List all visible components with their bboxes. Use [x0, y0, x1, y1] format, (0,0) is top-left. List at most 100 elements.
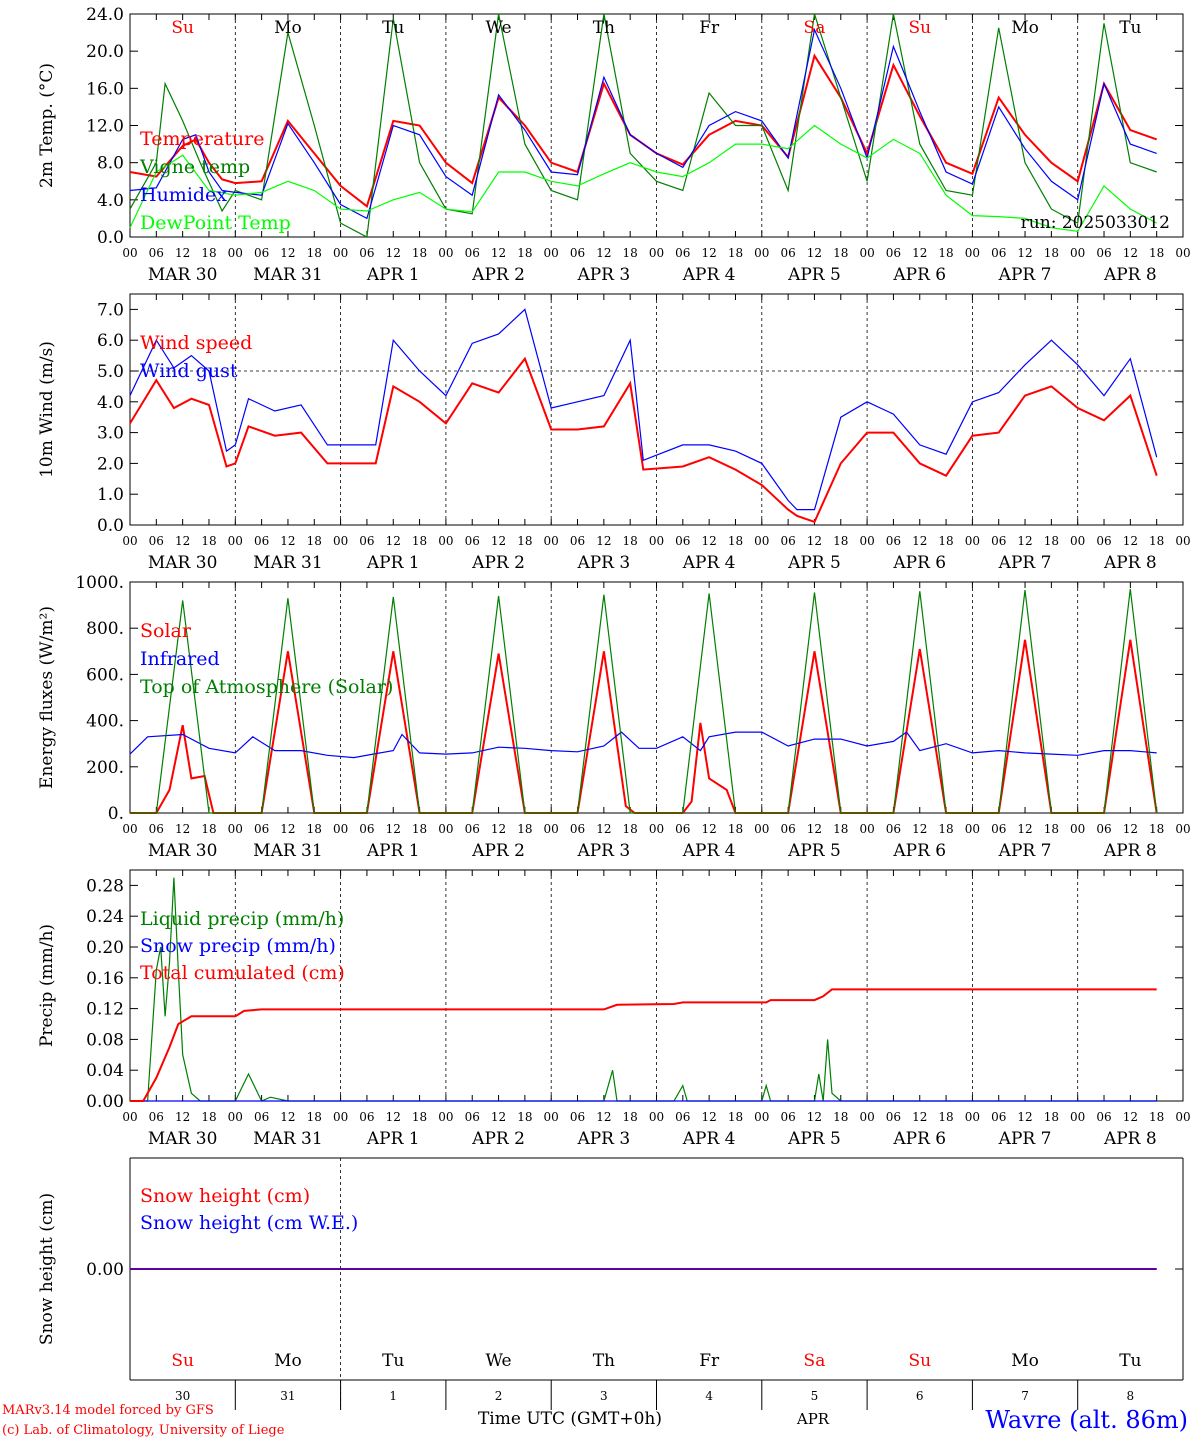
hour-tick-label: 00 [754, 1110, 769, 1124]
legend-entry: Top of Atmosphere (Solar) [140, 676, 393, 698]
legend-entry: Infrared [140, 648, 220, 670]
hour-tick-label: 06 [359, 1110, 374, 1124]
panel-4: 00 06 12 18 00 06 12 18 00 06 12 18 00 06 12 18 00 06 12 18… [37, 869, 1191, 1149]
hour-tick-label: 06 [675, 246, 690, 260]
date-label: APR 1 [366, 1129, 420, 1149]
hour-tick-label: 18 [307, 1110, 322, 1124]
series-line-3 [129, 27, 1157, 220]
date-label: APR 8 [1103, 841, 1157, 861]
y-tick-label: 0.0 [97, 228, 124, 248]
hour-tick-label: 00 [754, 246, 769, 260]
hour-tick-label: 00 [965, 534, 980, 548]
hour-tick-label: 12 [491, 246, 506, 260]
panel-1: 00 06 12 18 00 06 12 18 00 06 12 18 00 06 12 18 00 06 12 18… [37, 5, 1191, 285]
hour-tick-label: 18 [728, 534, 743, 548]
hour-tick-label: 00 [1175, 1110, 1190, 1124]
hour-tick-label: 18 [833, 246, 848, 260]
hour-tick-label: 18 [833, 534, 848, 548]
day-number-label: 4 [705, 1389, 713, 1403]
hour-tick-label: 12 [702, 246, 717, 260]
hour-tick-label: 12 [1123, 246, 1138, 260]
hour-tick-label: 06 [149, 822, 164, 836]
weekday-label: Fr [699, 1351, 720, 1371]
y-tick-label: 0.20 [86, 938, 124, 958]
hour-tick-label: 18 [307, 822, 322, 836]
hour-tick-label: 00 [859, 534, 874, 548]
weekday-label: Su [171, 18, 194, 38]
weekday-label: Tu [382, 1351, 404, 1371]
y-tick-label: 0.12 [86, 1000, 124, 1020]
hour-tick-label: 00 [544, 1110, 559, 1124]
y-tick-label: 2.0 [97, 454, 124, 474]
hour-tick-label: 06 [1096, 822, 1111, 836]
date-label: MAR 30 [148, 265, 218, 285]
series-line-1 [129, 53, 1158, 208]
date-label: APR 7 [998, 265, 1052, 285]
date-label: APR 6 [892, 265, 946, 285]
hour-tick-label: 00 [544, 822, 559, 836]
hour-tick-label: 00 [544, 534, 559, 548]
hour-tick-label: 00 [228, 534, 243, 548]
hour-tick-label: 00 [649, 822, 664, 836]
date-label: APR 8 [1103, 553, 1157, 573]
hour-tick-label: 06 [149, 1110, 164, 1124]
y-tick-label: 16.0 [86, 79, 124, 99]
y-tick-label: 0.24 [86, 907, 124, 927]
date-label: APR 7 [998, 1129, 1052, 1149]
hour-tick-label: 00 [754, 534, 769, 548]
date-label: APR 2 [471, 841, 525, 861]
hour-tick-label: 06 [780, 822, 795, 836]
hour-tick-label: 06 [254, 246, 269, 260]
hour-tick-label: 12 [280, 1110, 295, 1124]
date-label: APR 5 [787, 553, 841, 573]
weekday-label: We [485, 1351, 511, 1371]
hour-tick-label: 06 [465, 1110, 480, 1124]
footer-time-label: Time UTC (GMT+0h) [478, 1409, 662, 1429]
weekday-label: Su [908, 18, 931, 38]
hour-tick-label: 00 [333, 534, 348, 548]
weekday-label: Fr [699, 18, 720, 38]
series-line-1 [129, 356, 1158, 524]
date-label: APR 3 [576, 841, 630, 861]
hour-tick-label: 12 [1017, 1110, 1032, 1124]
day-number-label: 8 [1127, 1389, 1135, 1403]
hour-tick-label: 06 [570, 1110, 585, 1124]
legend-entry: DewPoint Temp [140, 212, 291, 234]
hour-tick-label: 06 [780, 1110, 795, 1124]
footer-model-line2: (c) Lab. of Climatology, University of L… [2, 1423, 285, 1438]
hour-tick-label: 00 [1175, 534, 1190, 548]
hour-tick-label: 00 [333, 1110, 348, 1124]
day-number-label: 5 [811, 1389, 819, 1403]
date-label: APR 4 [682, 841, 736, 861]
hour-tick-label: 06 [1096, 246, 1111, 260]
hour-tick-label: 18 [517, 534, 532, 548]
date-label: MAR 31 [253, 553, 323, 573]
hour-tick-label: 06 [570, 534, 585, 548]
hour-tick-label: 18 [623, 822, 638, 836]
date-label: APR 1 [366, 553, 420, 573]
hour-tick-label: 12 [596, 822, 611, 836]
hour-tick-label: 00 [859, 246, 874, 260]
hour-tick-label: 12 [175, 822, 190, 836]
hour-tick-label: 18 [201, 822, 216, 836]
hour-tick-label: 00 [649, 534, 664, 548]
date-label: APR 3 [576, 553, 630, 573]
hour-tick-label: 18 [1044, 1110, 1059, 1124]
hour-tick-label: 18 [938, 534, 953, 548]
hour-tick-label: 00 [122, 534, 137, 548]
date-label: APR 3 [576, 1129, 630, 1149]
hour-tick-label: 00 [122, 1110, 137, 1124]
hour-tick-label: 18 [623, 1110, 638, 1124]
hour-tick-label: 12 [912, 822, 927, 836]
date-label: APR 6 [892, 553, 946, 573]
hour-tick-label: 12 [807, 246, 822, 260]
legend-entry: Total cumulated (cm) [140, 962, 345, 984]
hour-tick-label: 12 [1017, 246, 1032, 260]
y-tick-label: 0.04 [86, 1061, 124, 1081]
hour-tick-label: 12 [386, 534, 401, 548]
hour-tick-label: 12 [280, 534, 295, 548]
series-line-1 [130, 639, 1158, 814]
hour-tick-label: 00 [859, 822, 874, 836]
hour-tick-label: 06 [675, 534, 690, 548]
y-tick-label: 6.0 [97, 331, 124, 351]
